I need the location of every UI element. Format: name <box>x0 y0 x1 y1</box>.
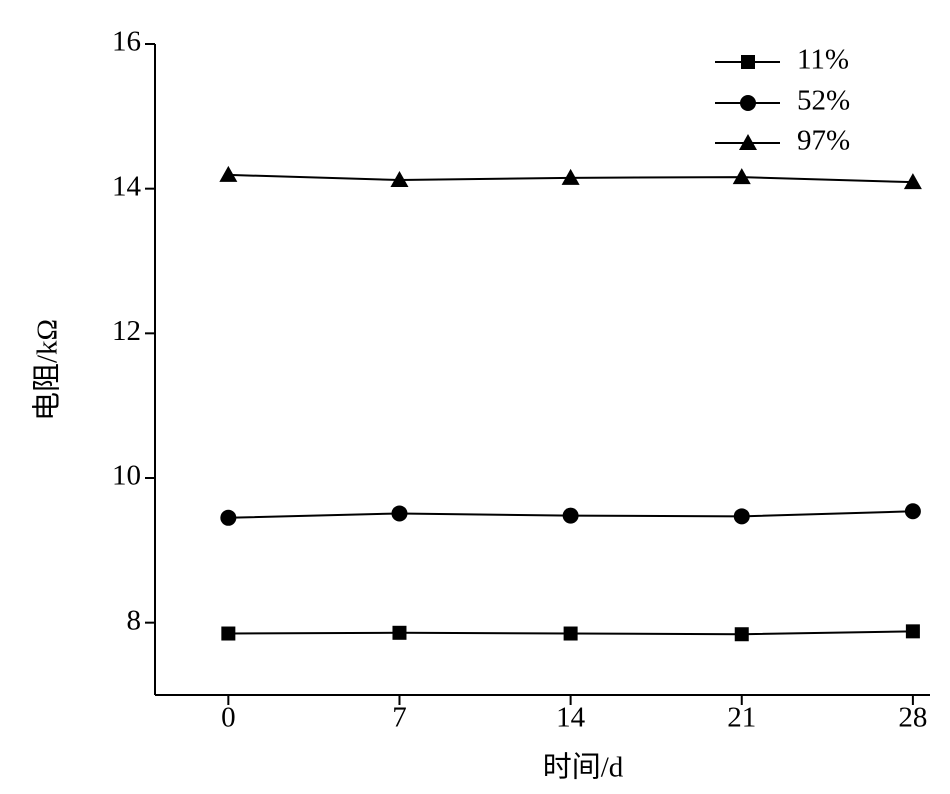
x-tick-label: 21 <box>727 702 756 734</box>
x-tick-label: 14 <box>556 702 586 734</box>
legend-label: 52% <box>797 85 850 117</box>
marker-square <box>741 55 755 69</box>
marker-square <box>905 624 920 639</box>
legend-label: 97% <box>797 125 850 157</box>
y-axis-label: 电阻/kΩ <box>31 319 64 421</box>
marker-square <box>563 626 578 641</box>
marker-circle <box>904 503 921 520</box>
marker-circle <box>733 508 750 525</box>
y-tick-label: 12 <box>112 315 141 347</box>
marker-triangle <box>561 168 580 185</box>
marker-square <box>734 627 749 642</box>
marker-circle <box>562 507 579 524</box>
marker-triangle <box>732 168 751 185</box>
y-tick-label: 10 <box>112 460 141 492</box>
x-tick-label: 28 <box>898 702 927 734</box>
marker-triangle <box>219 165 238 182</box>
marker-square <box>221 626 236 641</box>
marker-square <box>392 625 407 640</box>
marker-triangle <box>903 173 922 190</box>
y-tick-label: 14 <box>112 170 142 202</box>
marker-circle <box>391 505 408 522</box>
legend-label: 11% <box>797 44 849 76</box>
x-axis-label: 时间/d <box>543 751 624 784</box>
y-tick-label: 16 <box>112 26 141 58</box>
x-tick-label: 7 <box>392 702 407 734</box>
y-tick-label: 8 <box>127 604 142 636</box>
marker-triangle <box>390 170 409 187</box>
marker-circle <box>740 95 756 111</box>
marker-circle <box>220 509 237 526</box>
marker-triangle <box>739 134 757 150</box>
x-tick-label: 0 <box>221 702 236 734</box>
